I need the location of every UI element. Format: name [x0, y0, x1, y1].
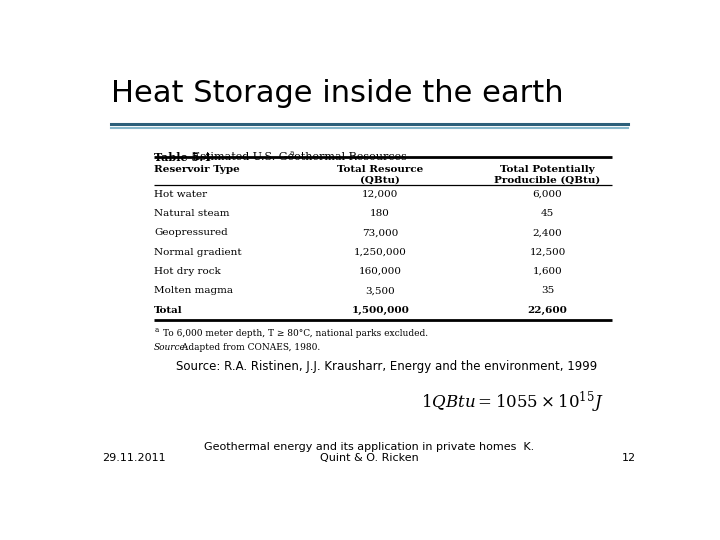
- Text: Total Resource
(QBtu): Total Resource (QBtu): [337, 165, 423, 185]
- Text: 1,600: 1,600: [533, 267, 562, 276]
- Text: Hot water: Hot water: [154, 190, 207, 199]
- Text: a: a: [154, 326, 158, 334]
- Text: 1,250,000: 1,250,000: [354, 247, 407, 256]
- Text: Estimated U.S. Geothermal Resources: Estimated U.S. Geothermal Resources: [192, 152, 407, 162]
- Text: 22,600: 22,600: [528, 306, 567, 315]
- Text: 12,500: 12,500: [529, 247, 566, 256]
- Text: Molten magma: Molten magma: [154, 286, 233, 295]
- Text: Reservoir Type: Reservoir Type: [154, 165, 240, 174]
- Text: 12,000: 12,000: [362, 190, 398, 199]
- Text: Table 5.4: Table 5.4: [154, 152, 211, 163]
- Text: Total Potentially
Producible (QBtu): Total Potentially Producible (QBtu): [495, 165, 600, 185]
- Text: 180: 180: [370, 209, 390, 218]
- Text: 6,000: 6,000: [533, 190, 562, 199]
- Text: 1,500,000: 1,500,000: [351, 306, 409, 315]
- Text: $1QBtu = 1055 \times 10^{15}J$: $1QBtu = 1055 \times 10^{15}J$: [420, 390, 603, 415]
- Text: a: a: [289, 149, 294, 157]
- Text: 12: 12: [621, 453, 636, 463]
- Text: To 6,000 meter depth, T ≥ 80°C, national parks excluded.: To 6,000 meter depth, T ≥ 80°C, national…: [163, 329, 428, 338]
- Text: Normal gradient: Normal gradient: [154, 247, 242, 256]
- Text: Source: R.A. Ristinen, J.J. Krausharr, Energy and the environment, 1999: Source: R.A. Ristinen, J.J. Krausharr, E…: [176, 360, 598, 373]
- Text: Heat Storage inside the earth: Heat Storage inside the earth: [111, 79, 564, 109]
- Text: 45: 45: [541, 209, 554, 218]
- Text: Total: Total: [154, 306, 183, 314]
- Text: 29.11.2011: 29.11.2011: [102, 453, 166, 463]
- Text: Adapted from CONAES, 1980.: Adapted from CONAES, 1980.: [179, 342, 320, 352]
- Text: 160,000: 160,000: [359, 267, 402, 276]
- Text: 3,500: 3,500: [365, 286, 395, 295]
- Text: Natural steam: Natural steam: [154, 209, 230, 218]
- Text: 2,400: 2,400: [533, 228, 562, 237]
- Text: 73,000: 73,000: [362, 228, 398, 237]
- Text: Geothermal energy and its application in private homes  K.
Quint & O. Ricken: Geothermal energy and its application in…: [204, 442, 534, 463]
- Text: 35: 35: [541, 286, 554, 295]
- Text: Hot dry rock: Hot dry rock: [154, 267, 221, 276]
- Text: Source:: Source:: [154, 342, 189, 352]
- Text: Geopressured: Geopressured: [154, 228, 228, 237]
